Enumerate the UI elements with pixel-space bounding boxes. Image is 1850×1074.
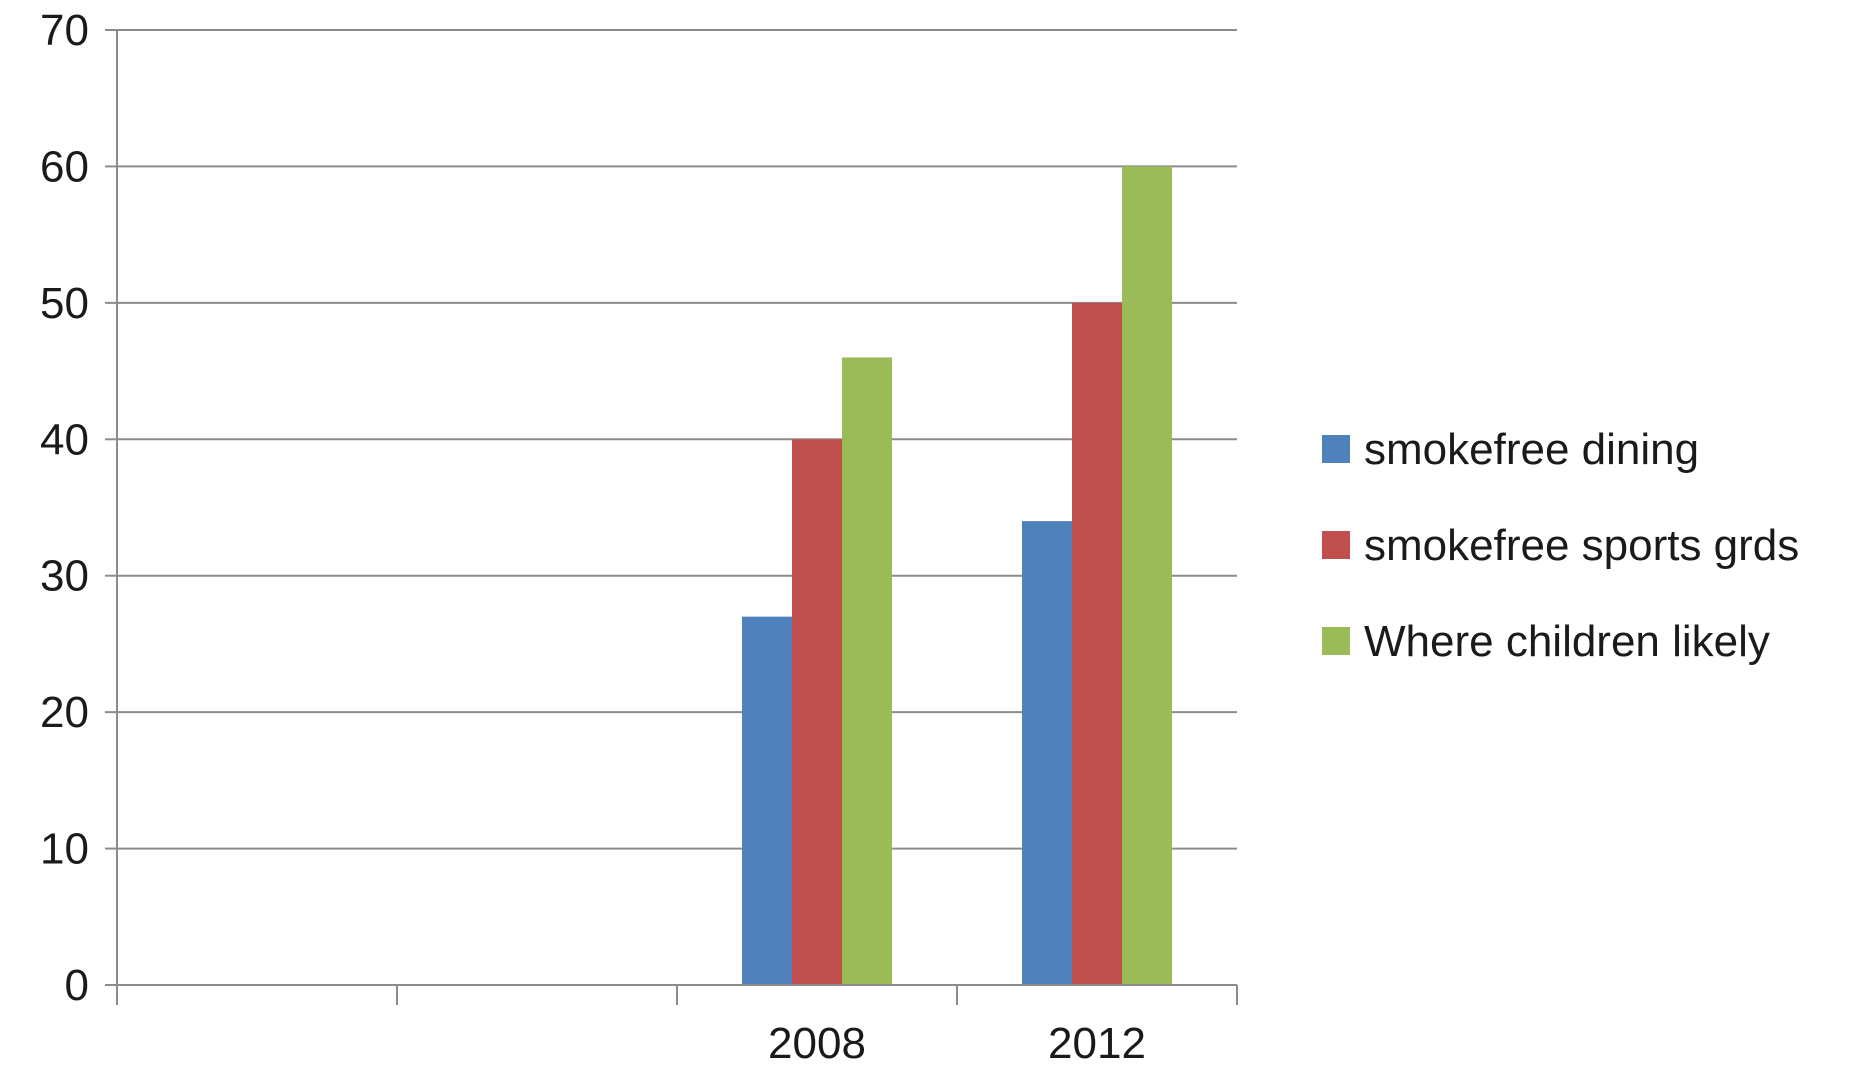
y-tick-label: 70	[40, 6, 89, 55]
y-tick-label: 20	[40, 688, 89, 737]
x-axis-category-labels: 2008 2012	[768, 1019, 1146, 1068]
x-category-label: 2008	[768, 1019, 866, 1068]
y-tick-label: 40	[40, 415, 89, 464]
bar-2012-series-1	[1072, 302, 1122, 985]
x-category-label: 2012	[1048, 1019, 1146, 1068]
legend-label: smokefree dining	[1364, 425, 1699, 474]
legend-swatch	[1322, 435, 1350, 463]
legend-label: smokefree sports grds	[1364, 521, 1799, 570]
bars	[742, 166, 1172, 985]
bar-2012-series-0	[1022, 521, 1072, 985]
y-tick-label: 10	[40, 825, 89, 874]
y-tick-label: 30	[40, 552, 89, 601]
legend: smokefree dining smokefree sports grds Whe…	[1322, 425, 1799, 666]
legend-swatch	[1322, 531, 1350, 559]
y-tick-label: 60	[40, 142, 89, 191]
bar-2008-series-1	[792, 439, 842, 985]
bar-2008-series-0	[742, 616, 792, 985]
y-tick-label: 50	[40, 279, 89, 328]
legend-swatch	[1322, 627, 1350, 655]
bar-2008-series-2	[842, 357, 892, 985]
legend-label: Where children likely	[1364, 617, 1770, 666]
y-axis-tick-labels: 0 10 20 30 40 50 60 70	[40, 6, 89, 1010]
axes	[105, 29, 1238, 1005]
y-tick-label: 0	[65, 961, 89, 1010]
bar-2012-series-2	[1122, 166, 1172, 985]
gridlines	[117, 29, 1237, 850]
